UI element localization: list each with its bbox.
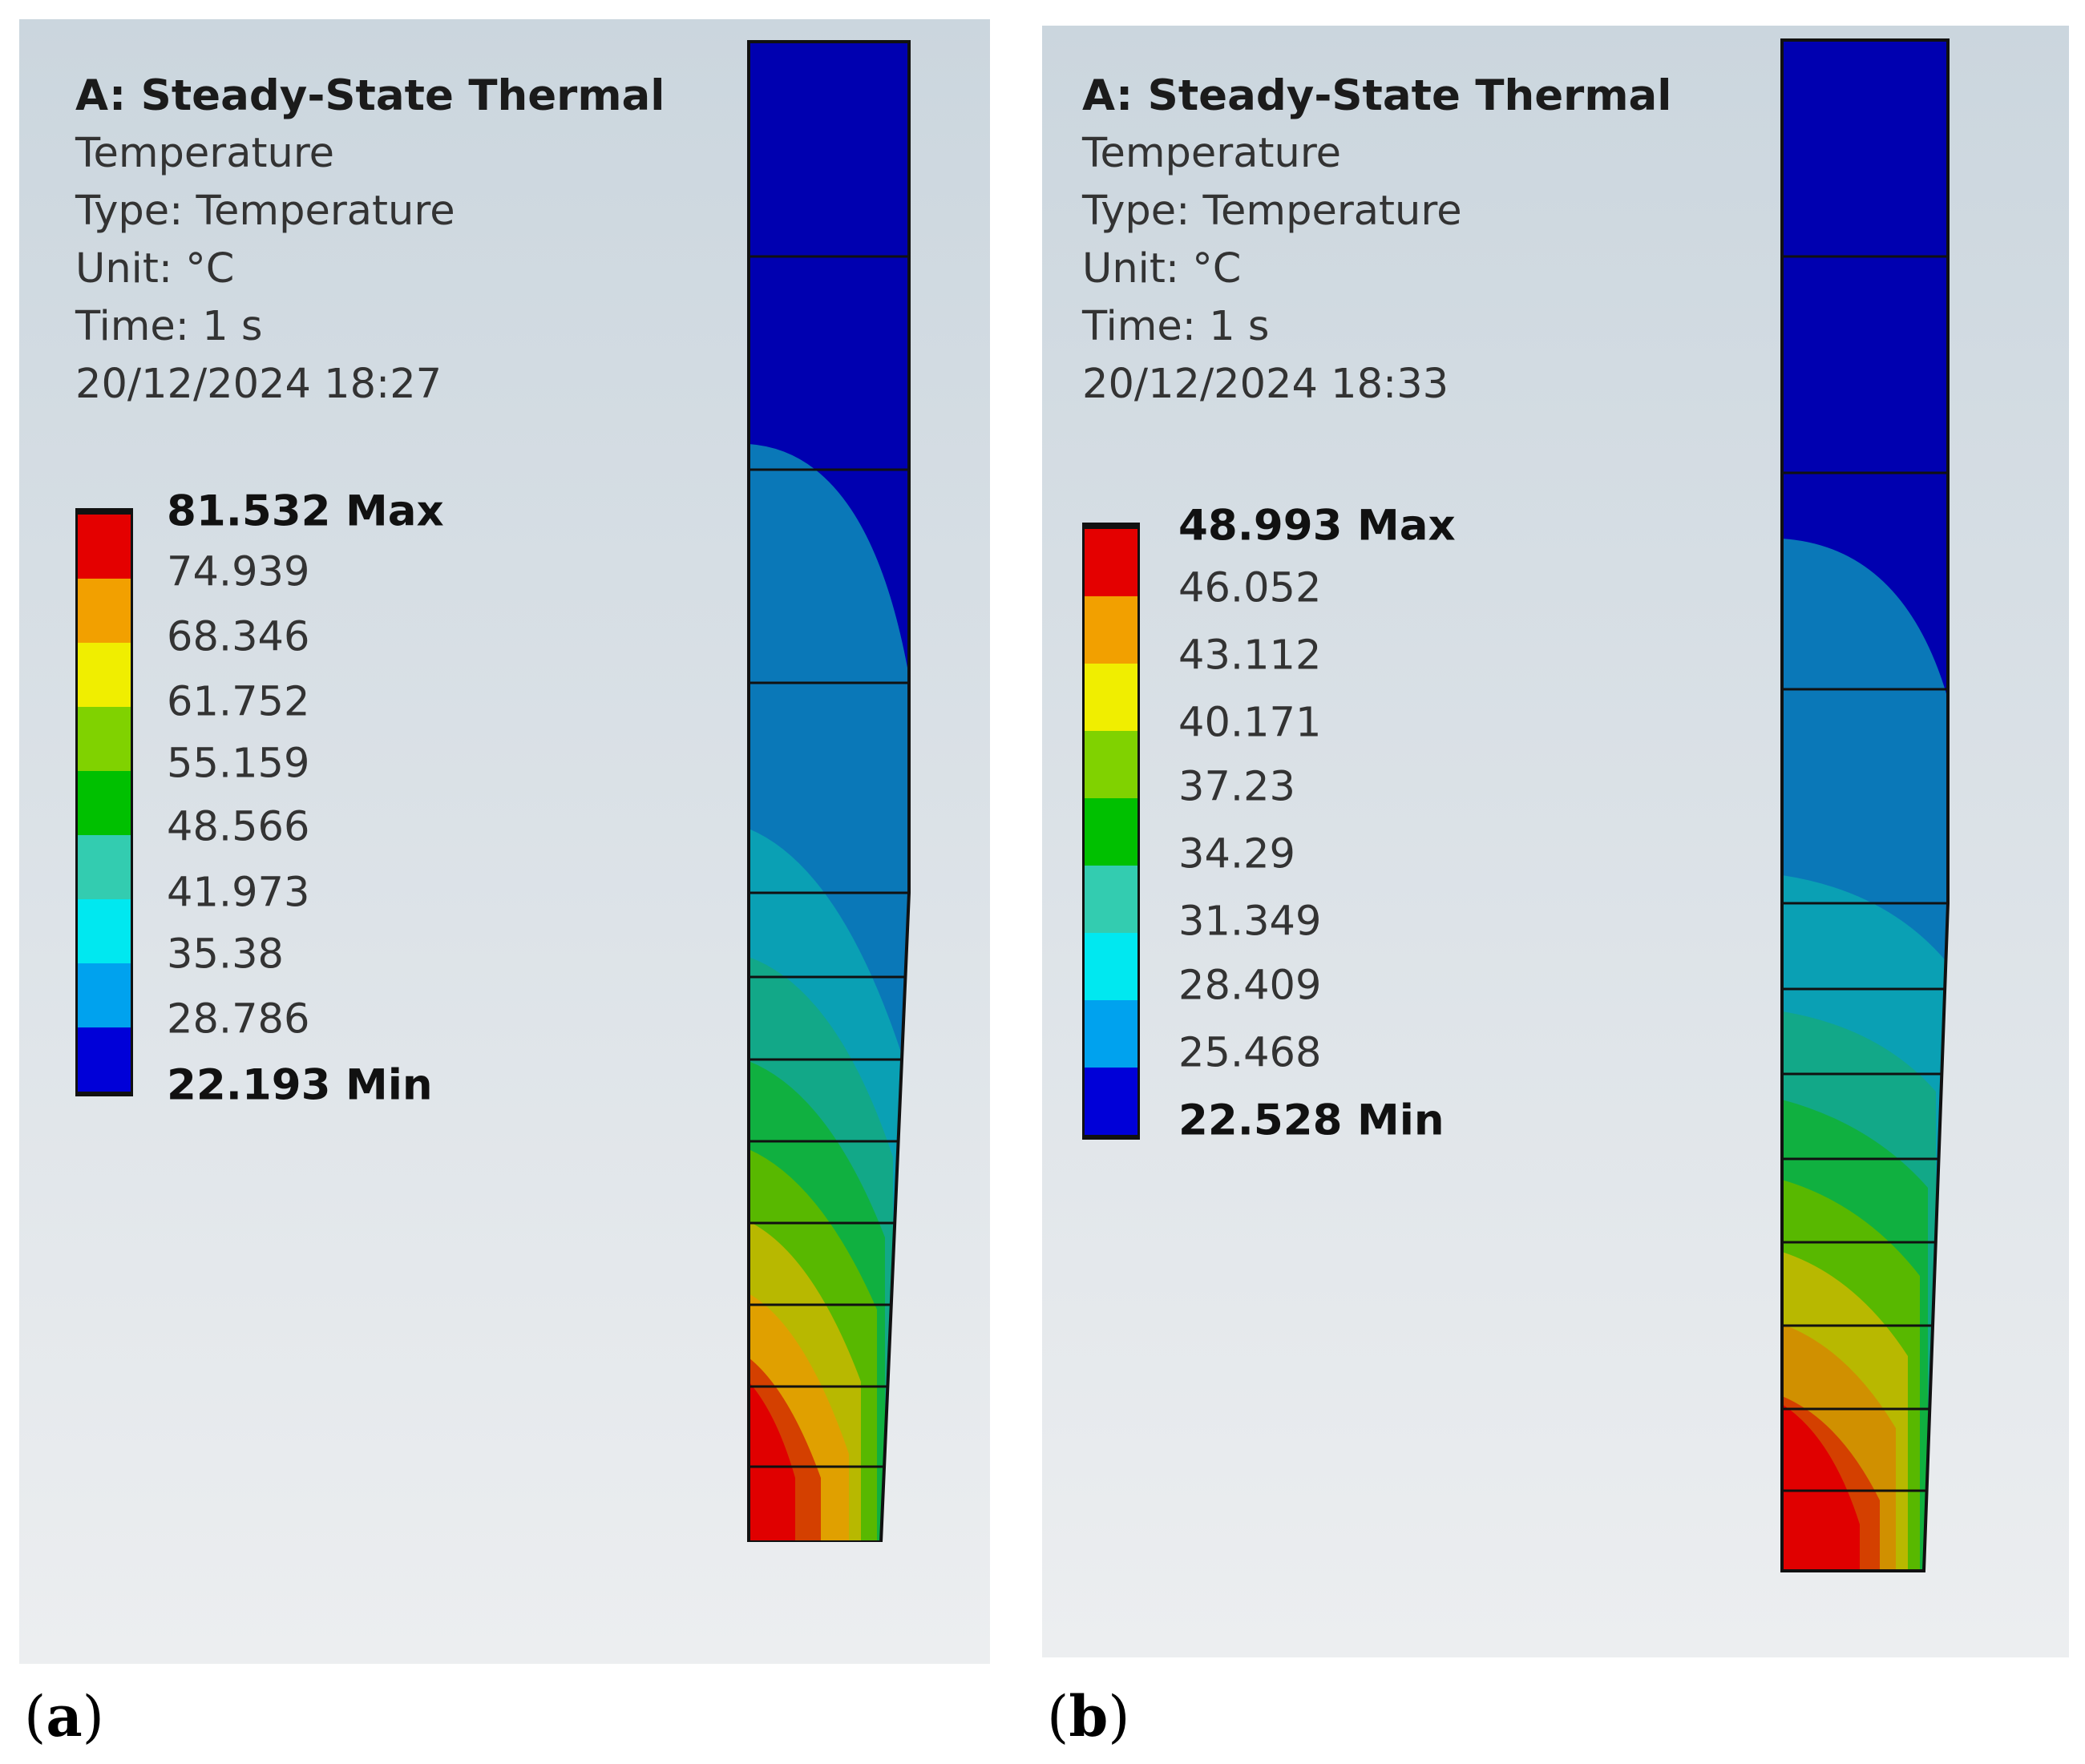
analysis-title: A: Steady-State Thermal	[75, 71, 665, 120]
legend-color-band	[1082, 529, 1140, 596]
legend-value: 40.171	[1178, 699, 1322, 747]
result-unit: Unit: °C	[1082, 245, 1242, 293]
analysis-title: A: Steady-State Thermal	[1082, 71, 1672, 120]
legend-color-band	[1082, 933, 1140, 1000]
legend-color-band	[75, 771, 133, 835]
caption-b-letter: b	[1069, 1683, 1109, 1750]
result-time: Time: 1 s	[1082, 303, 1270, 350]
temp-band-9	[1782, 1404, 1860, 1571]
legend-value: 28.786	[167, 995, 310, 1043]
legend-color-band	[1082, 596, 1140, 664]
legend-bottom-cap	[75, 1092, 133, 1096]
legend-top-cap	[75, 508, 133, 516]
legend-max-label: 48.993 Max	[1178, 501, 1456, 551]
legend-color-band	[1082, 731, 1140, 798]
legend-color-band	[75, 963, 133, 1027]
legend-bottom-cap	[1082, 1135, 1140, 1140]
color-legend: 48.993 Max 46.052 43.112 40.171 37.23 34…	[1082, 500, 1563, 1145]
legend-value: 34.29	[1178, 830, 1296, 878]
panel-a-viewport[interactable]: A: Steady-State Thermal Temperature Type…	[19, 19, 990, 1664]
legend-color-band	[75, 579, 133, 643]
legend-value: 37.23	[1178, 763, 1296, 811]
legend-value: 68.346	[167, 613, 310, 661]
legend-value: 25.468	[1178, 1029, 1322, 1077]
legend-color-band	[75, 707, 133, 771]
legend-color-band	[75, 515, 133, 579]
legend-value: 31.349	[1178, 898, 1322, 946]
result-type: Type: Temperature	[1082, 188, 1462, 235]
legend-value: 28.409	[1178, 962, 1322, 1010]
result-type: Type: Temperature	[75, 188, 455, 235]
legend-min-label: 22.193 Min	[167, 1060, 433, 1110]
legend-value: 43.112	[1178, 632, 1322, 680]
legend-max-label: 81.532 Max	[167, 486, 444, 536]
caption-a-letter: a	[46, 1683, 83, 1750]
thermal-model-b[interactable]	[1768, 34, 1976, 1596]
panel-a-info: A: Steady-State Thermal Temperature Type…	[75, 67, 665, 414]
legend-color-band	[75, 835, 133, 899]
result-name: Temperature	[75, 130, 335, 177]
legend-color-band	[75, 899, 133, 963]
result-unit: Unit: °C	[75, 245, 235, 293]
legend-top-cap	[1082, 523, 1140, 531]
legend-color-band	[1082, 1000, 1140, 1068]
legend-value: 35.38	[167, 930, 285, 979]
result-name: Temperature	[1082, 130, 1342, 177]
legend-value: 74.939	[167, 548, 310, 596]
thermal-model-a[interactable]	[741, 35, 949, 1542]
legend-value: 41.973	[167, 869, 310, 917]
legend-color-band	[1082, 664, 1140, 731]
legend-value: 46.052	[1178, 564, 1322, 612]
result-time: Time: 1 s	[75, 303, 263, 350]
result-timestamp: 20/12/2024 18:27	[75, 361, 442, 408]
legend-color-band	[1082, 866, 1140, 933]
panel-b-viewport[interactable]: A: Steady-State Thermal Temperature Type…	[1042, 26, 2069, 1657]
temp-band-9	[749, 1382, 795, 1542]
caption-a: (a)	[24, 1683, 104, 1750]
caption-b: (b)	[1047, 1683, 1130, 1750]
color-legend: 81.532 Max 74.939 68.346 61.752 55.159 4…	[75, 487, 556, 1110]
legend-value: 61.752	[167, 678, 310, 726]
legend-value: 55.159	[167, 740, 310, 788]
result-timestamp: 20/12/2024 18:33	[1082, 361, 1449, 408]
legend-value: 48.566	[167, 803, 310, 851]
legend-min-label: 22.528 Min	[1178, 1096, 1445, 1145]
panel-b-info: A: Steady-State Thermal Temperature Type…	[1082, 67, 1671, 414]
legend-color-band	[75, 1027, 133, 1092]
legend-color-band	[75, 643, 133, 707]
legend-color-band	[1082, 798, 1140, 866]
legend-color-band	[1082, 1068, 1140, 1135]
